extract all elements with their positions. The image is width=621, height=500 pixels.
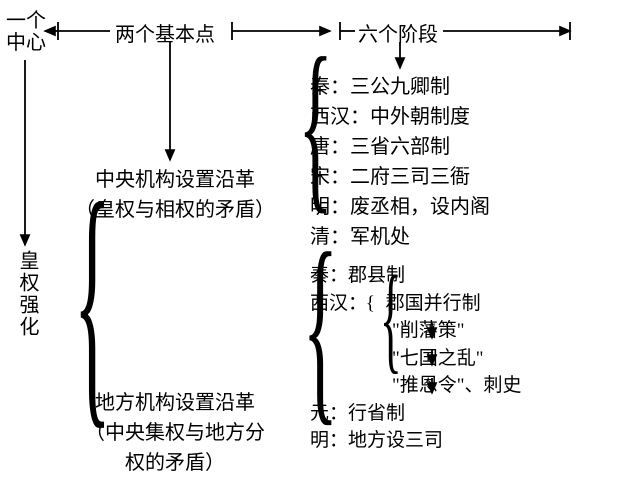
local-item-xihan-3: "七国之乱" — [310, 345, 522, 373]
local-list: 秦：郡县制 西汉： { 郡国并行制 "削藩策" "七国之乱" "推恩令"、刺史 … — [310, 262, 522, 455]
central-title2: （皇权与相权的矛盾） — [65, 195, 285, 225]
central-item-xihan: 西汉：中外朝制度 — [310, 102, 490, 132]
local-item-xihan-label: 西汉： — [310, 293, 367, 314]
central-item-song: 宋：二府三司三衙 — [310, 162, 490, 192]
central-item-qin: 秦：三公九卿制 — [310, 72, 490, 102]
local-title1: 地方机构设置沿革 — [65, 388, 285, 418]
local-item-yuan: 元：行省制 — [310, 400, 522, 428]
local-title2: （中央集权与地方分 — [65, 418, 285, 448]
brace-xihan: { — [366, 293, 375, 314]
local-item-qin: 秦：郡县制 — [310, 262, 522, 290]
central-org-block: 中央机构设置沿革 （皇权与相权的矛盾） — [65, 165, 285, 225]
local-item-ming: 明：地方设三司 — [310, 427, 522, 455]
six-stages-label: 六个阶段 — [358, 18, 438, 47]
central-title1: 中央机构设置沿革 — [65, 165, 285, 195]
brace-xihan-tall: { — [380, 258, 402, 378]
bottom-title: 皇权强化 — [13, 250, 42, 338]
two-points-label: 两个基本点 — [115, 18, 215, 47]
central-item-tang: 唐：三省六部制 — [310, 132, 490, 162]
local-item-xihan-2: "削藩策" — [310, 317, 522, 345]
local-org-block: 地方机构设置沿革 （中央集权与地方分 权的矛盾） — [65, 388, 285, 478]
local-item-xihan-4: "推恩令"、刺史 — [310, 372, 522, 400]
local-title3: 权的矛盾） — [65, 448, 285, 478]
local-item-xihan-row: 西汉： { 郡国并行制 — [310, 290, 522, 318]
center-title: 一个中心 — [5, 10, 47, 54]
